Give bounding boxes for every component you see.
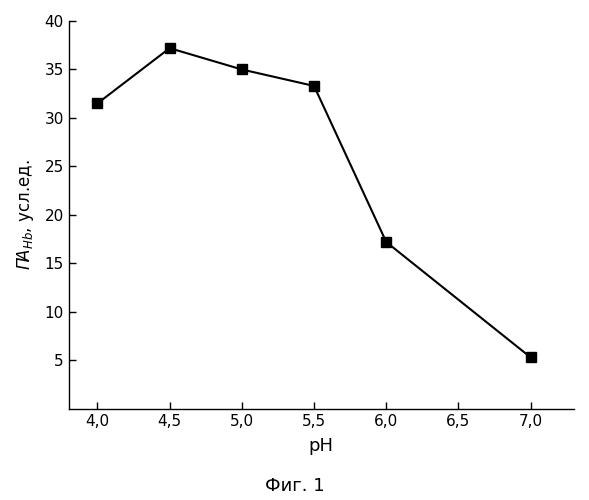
Y-axis label: $\it{П\!А}$$_{\it{Hb}}$, усл.ед.: $\it{П\!А}$$_{\it{Hb}}$, усл.ед. <box>15 160 36 270</box>
X-axis label: pH: pH <box>309 437 334 455</box>
Text: Фиг. 1: Фиг. 1 <box>264 477 325 495</box>
